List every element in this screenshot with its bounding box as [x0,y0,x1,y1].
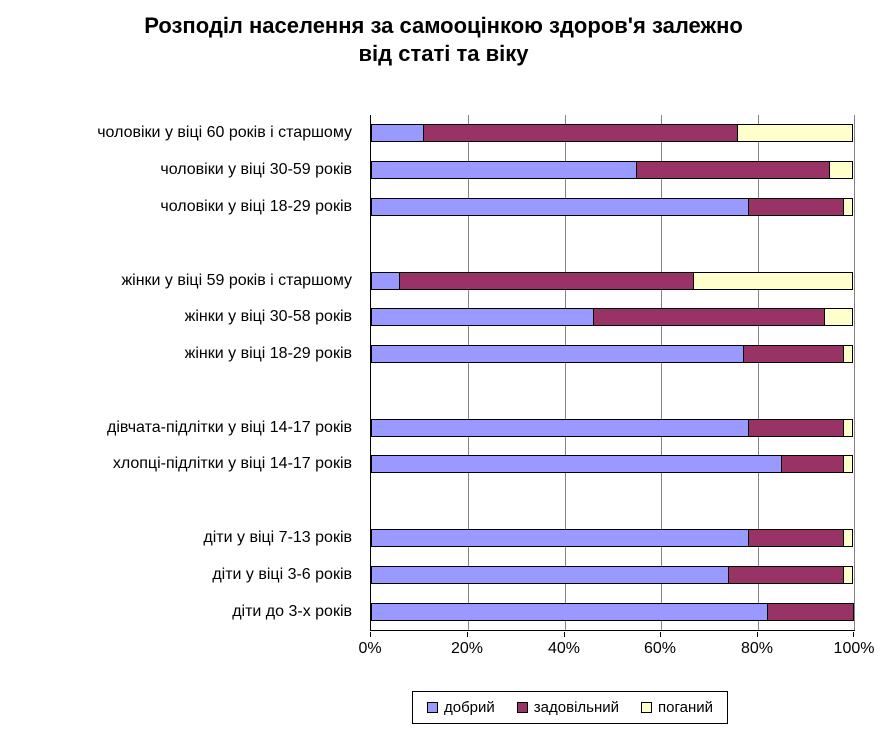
axis-tick-label: 80% [740,640,774,657]
axis-tick [660,632,661,637]
category-label: дівчата-підлітки у віці 14-17 років [107,418,352,436]
axis-tick-label: 0% [358,640,382,657]
bar-segment-задовільний [399,271,695,290]
gridline [854,115,855,630]
bar-segment-поганий [828,161,853,180]
category-label: чоловіки у віці 60 років і старшому [97,124,352,142]
bar-row [371,455,855,474]
bar-segment-поганий [843,455,853,474]
bar-segment-поганий [823,308,853,327]
category-label: жінки у віці 59 років і старшому [121,271,352,289]
category-label: діти до 3-х років [232,602,352,620]
bar-segment-добрий [371,602,768,621]
bar-segment-добрий [371,161,638,180]
legend-item: поганий [641,699,713,716]
bar-row [371,418,855,437]
bar-segment-поганий [693,271,853,290]
category-axis-labels: чоловіки у віці 60 років і старшому чолов… [0,115,360,631]
bar-segment-задовільний [636,161,830,180]
bar-segment-задовільний [781,455,845,474]
gridline [758,115,759,630]
category-label: жінки у віці 30-58 років [184,308,352,326]
bar-row [371,602,855,621]
legend-item: задовільний [516,699,620,716]
bar-segment-добрий [371,345,744,364]
plot-area [370,115,855,631]
bar-segment-поганий [843,197,853,216]
legend-swatch-icon [516,702,528,713]
legend-item: добрий [426,699,495,716]
bar-segment-добрий [371,124,425,143]
bar-segment-поганий [843,565,853,584]
bar-row [371,124,855,143]
bar-row [371,345,855,364]
category-label: чоловіки у віці 30-59 років [160,161,352,179]
bar-segment-задовільний [423,124,738,143]
bar-row [371,161,855,180]
axis-tick-label: 100% [833,640,875,657]
bar-segment-задовільний [747,418,845,437]
category-label: хлопці-підлітки у віці 14-17 років [112,455,352,473]
bar-segment-задовільний [592,308,825,327]
bar-segment-добрий [371,197,749,216]
bar-segment-добрий [371,418,749,437]
axis-tick-label: 40% [547,640,581,657]
chart-title: Розподіл населення за самооцінкою здоров… [144,13,743,66]
bar-segment-добрий [371,529,749,548]
bar-segment-поганий [843,529,853,548]
bar-segment-задовільний [728,565,845,584]
legend-label: задовільний [533,699,620,716]
bar-segment-добрий [371,271,401,290]
gridline [661,115,662,630]
bar-segment-поганий [736,124,853,143]
bar-row [371,197,855,216]
axis-tick [370,632,371,637]
legend-label: поганий [658,699,714,716]
gridline [468,115,469,630]
category-label: чоловіки у віці 18-29 років [160,197,352,215]
axis-tick-label: 60% [643,640,677,657]
axis-tick [757,632,758,637]
legend-label: добрий [443,699,495,716]
category-label: діти у віці 3-6 років [212,565,352,583]
axis-tick-label: 20% [450,640,484,657]
bar-segment-добрий [371,308,594,327]
axis-tick [564,632,565,637]
bar-segment-поганий [843,345,853,364]
gridline [565,115,566,630]
axis-tick [467,632,468,637]
bar-row [371,308,855,327]
legend: добрий задовільний поганий [411,691,729,724]
bar-segment-поганий [843,418,853,437]
bar-row [371,529,855,548]
bar-segment-задовільний [766,602,854,621]
bar-row [371,565,855,584]
bar-segment-добрий [371,455,783,474]
bar-segment-задовільний [747,529,845,548]
bar-segment-задовільний [742,345,845,364]
legend-swatch-icon [426,702,438,713]
category-label: діти у віці 7-13 років [203,529,352,547]
value-axis: 0% 20% 40% 60% 80% 100% [358,632,874,666]
legend-swatch-icon [641,702,653,713]
axis-tick [853,632,854,637]
category-label: жінки у віці 18-29 років [184,345,352,363]
bar-segment-задовільний [747,197,845,216]
bar-segment-добрий [371,565,730,584]
bar-row [371,271,855,290]
